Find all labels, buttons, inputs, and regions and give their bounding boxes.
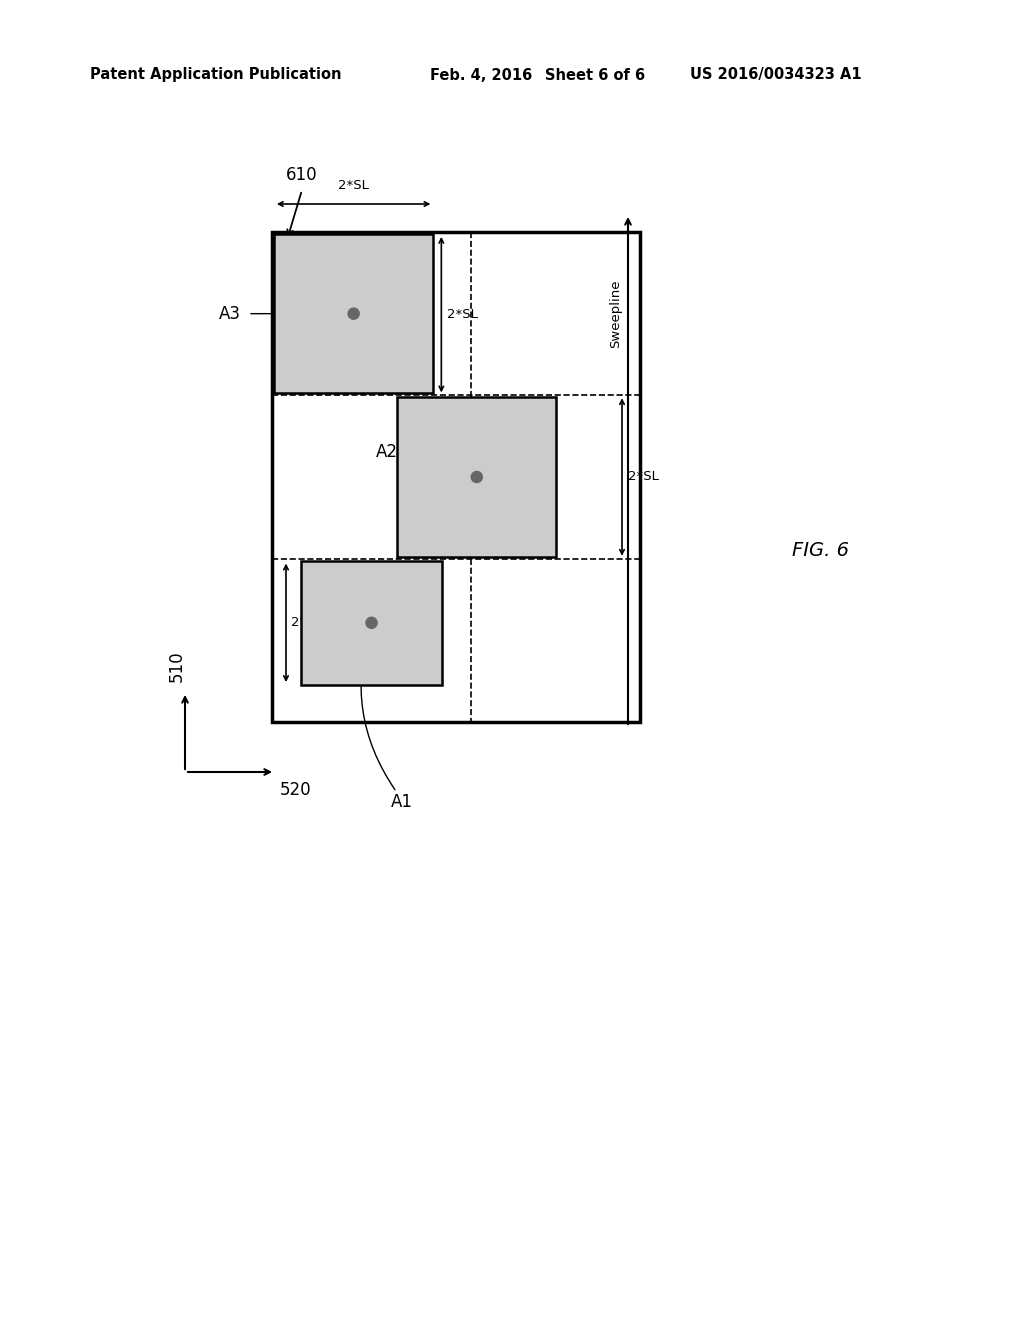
- Text: Sweepline: Sweepline: [609, 280, 622, 348]
- Text: 520: 520: [280, 781, 311, 799]
- Text: A2: A2: [376, 444, 398, 461]
- Bar: [274, 234, 433, 393]
- Text: Sheet 6 of 6: Sheet 6 of 6: [545, 67, 645, 82]
- Text: A3: A3: [219, 305, 241, 322]
- Text: US 2016/0034323 A1: US 2016/0034323 A1: [690, 67, 861, 82]
- Text: 2*SL: 2*SL: [291, 616, 322, 630]
- Text: FIG. 6: FIG. 6: [792, 540, 849, 560]
- Circle shape: [471, 471, 482, 483]
- Bar: [272, 232, 640, 722]
- Circle shape: [366, 618, 377, 628]
- Text: 2*SL: 2*SL: [338, 180, 369, 191]
- Circle shape: [348, 308, 359, 319]
- Text: 610: 610: [286, 166, 317, 183]
- Text: Feb. 4, 2016: Feb. 4, 2016: [430, 67, 532, 82]
- Bar: [301, 561, 441, 685]
- Text: 2*SL: 2*SL: [447, 308, 478, 321]
- Bar: [397, 397, 556, 557]
- Text: Patent Application Publication: Patent Application Publication: [90, 67, 341, 82]
- Text: 510: 510: [168, 651, 186, 682]
- Text: A1: A1: [390, 793, 413, 810]
- Text: 2*SL: 2*SL: [628, 470, 658, 483]
